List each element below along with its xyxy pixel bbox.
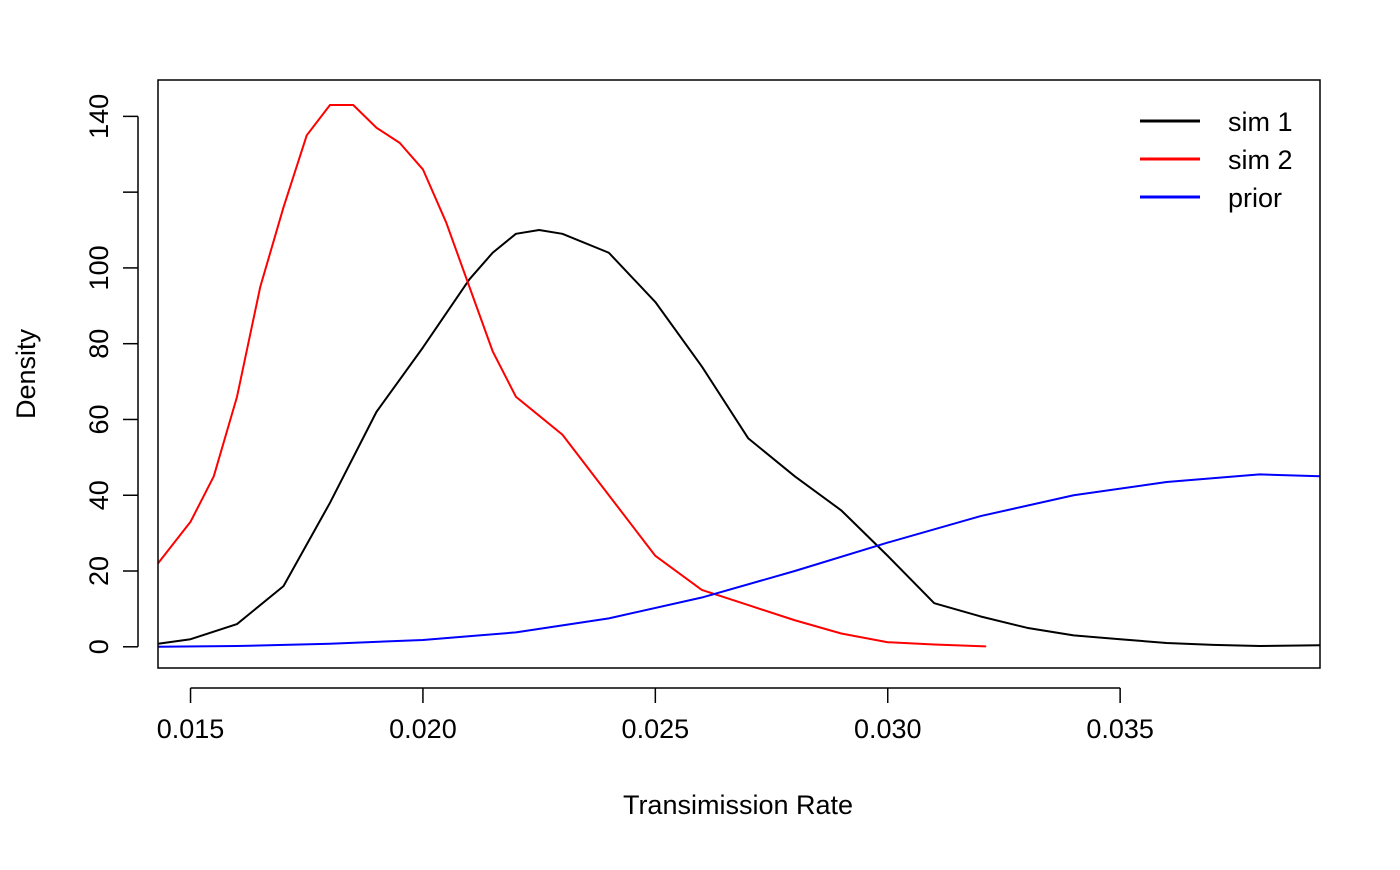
x-axis-label: Transimission Rate [623, 790, 853, 820]
legend-label: sim 2 [1228, 145, 1293, 175]
series-line-sim-2 [158, 104, 987, 648]
plot-frame [157, 79, 1321, 669]
plot-area [158, 104, 1320, 648]
x-tick-label: 0.035 [1086, 714, 1154, 744]
axes: 0.015 0.020 0.025 0.030 0.035 0 20 40 60 80 100 140 [84, 79, 1321, 744]
y-tick-label: 80 [84, 329, 114, 359]
x-tick-label: 0.015 [157, 714, 225, 744]
x-tick-label: 0.030 [854, 714, 922, 744]
series-line-prior [158, 473, 1320, 648]
y-tick-label: 20 [84, 556, 114, 586]
y-tick-label: 40 [84, 480, 114, 510]
x-tick-label: 0.025 [622, 714, 690, 744]
y-tick-label: 140 [84, 94, 114, 139]
legend-item-sim-1: sim 1 [1140, 107, 1293, 137]
legend-label: prior [1228, 183, 1282, 213]
legend-item-sim-2: sim 2 [1140, 145, 1293, 175]
x-tick-label: 0.020 [389, 714, 457, 744]
y-tick-label: 0 [84, 639, 114, 654]
legend-item-prior: prior [1140, 183, 1282, 213]
y-tick-label: 100 [84, 245, 114, 290]
legend: sim 1 sim 2 prior [1140, 107, 1293, 213]
y-axis-label: Density [11, 328, 41, 419]
y-tick-label: 60 [84, 404, 114, 434]
series-line-sim-1 [158, 229, 1320, 648]
legend-label: sim 1 [1228, 107, 1293, 137]
